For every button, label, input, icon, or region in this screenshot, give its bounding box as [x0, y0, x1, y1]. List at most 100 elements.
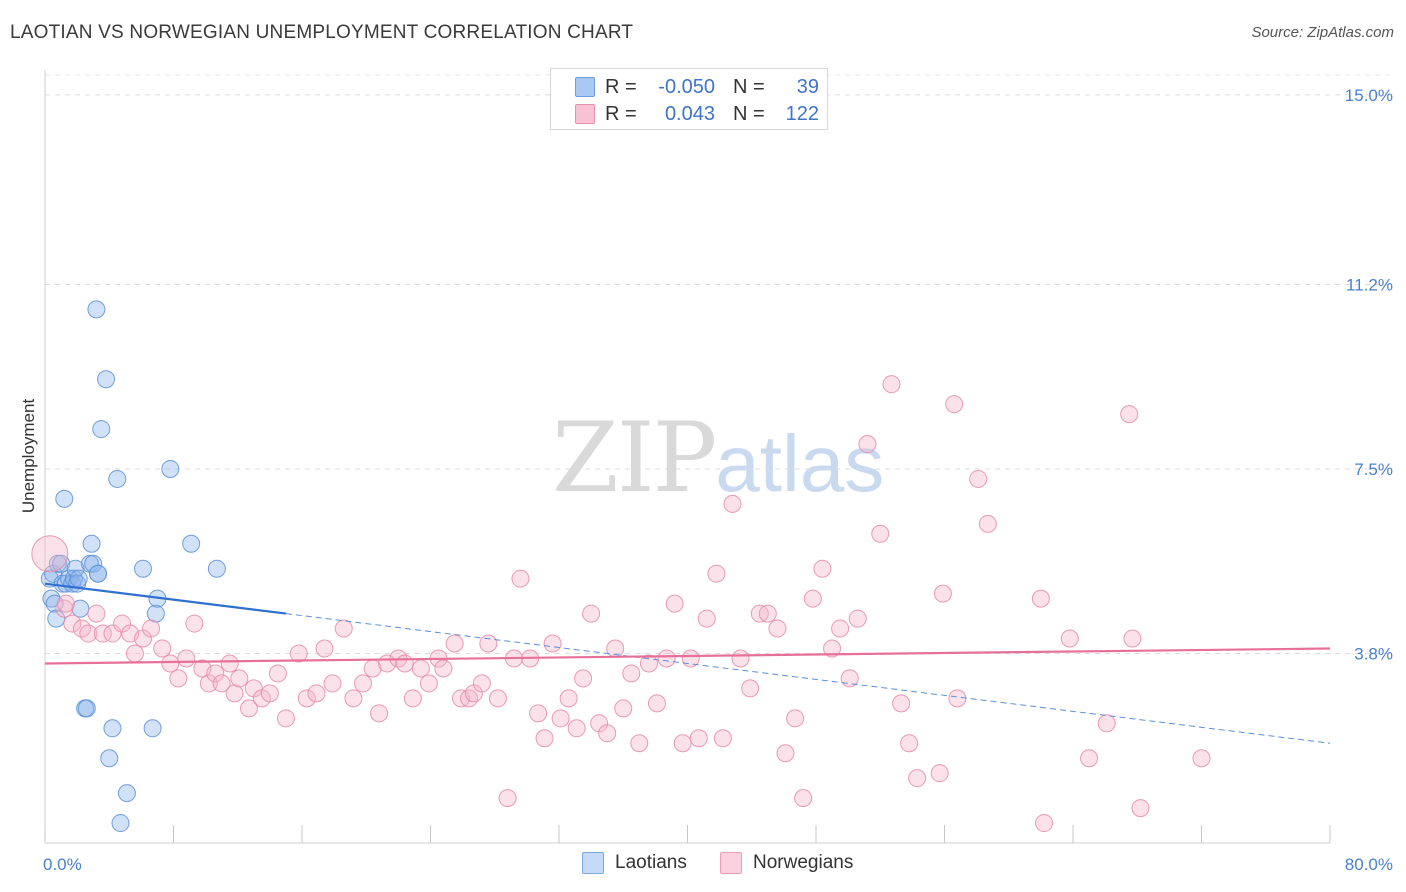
legend-row-laotians: R = -0.050 N = 39 [575, 75, 819, 99]
legend-label-norwegians: Norwegians [753, 852, 854, 873]
point-norwegians [1123, 629, 1142, 648]
point-norwegians [297, 689, 316, 708]
point-norwegians [177, 649, 196, 668]
axis-labels: 3.8% 7.5% 11.2% 15.0% 0.0% 80.0% Unemployment [19, 86, 1393, 874]
point-norwegians [823, 639, 842, 658]
point-laotians [66, 559, 85, 578]
y-tick-label: 11.2% [1346, 275, 1393, 294]
point-norwegians [434, 659, 453, 678]
point-norwegians [673, 734, 692, 753]
series-legend: Laotians Norwegians [0, 852, 1406, 878]
point-laotians [87, 300, 106, 319]
point-laotians [77, 699, 96, 718]
point-norwegians [803, 589, 822, 608]
legend-swatch-norwegians [720, 852, 742, 874]
point-laotians [92, 420, 111, 439]
point-laotians [82, 534, 101, 553]
legend-swatch-laotians [575, 77, 595, 97]
point-norwegians [786, 709, 805, 728]
point-norwegians [307, 684, 326, 703]
trend-line-laotians [44, 582, 287, 615]
chart-title: LAOTIAN VS NORWEGIAN UNEMPLOYMENT CORREL… [10, 22, 634, 43]
point-laotians [161, 459, 180, 478]
point-norwegians [370, 704, 389, 723]
point-laotians [108, 469, 127, 488]
point-laotians [89, 564, 108, 583]
point-norwegians [460, 689, 479, 708]
point-laotians [182, 534, 201, 553]
data-points [31, 300, 1211, 833]
point-norwegians [535, 729, 554, 748]
point-norwegians [707, 564, 726, 583]
point-norwegians [260, 684, 279, 703]
point-norwegians [239, 699, 258, 718]
point-norwegians [289, 644, 308, 663]
legend-n-label: N = [733, 75, 765, 98]
legend-n-value: 39 [796, 75, 819, 98]
point-norwegians [776, 744, 795, 763]
point-laotians [111, 814, 130, 833]
legend-n-value: 122 [785, 102, 819, 125]
point-laotians [133, 559, 152, 578]
point-norwegians [882, 375, 901, 394]
point-norwegians [472, 674, 491, 693]
point-norwegians [93, 624, 112, 643]
point-norwegians [794, 789, 813, 808]
point-norwegians [403, 689, 422, 708]
point-norwegians [161, 654, 180, 673]
point-norwegians [185, 614, 204, 633]
point-norwegians [511, 569, 530, 588]
watermark: ZIPatlas [552, 402, 884, 514]
point-norwegians [551, 709, 570, 728]
point-norwegians [79, 624, 98, 643]
legend-swatch-laotians [582, 852, 604, 874]
point-norwegians [848, 609, 867, 628]
point-norwegians [63, 614, 82, 633]
point-norwegians [723, 494, 742, 513]
point-norwegians [969, 469, 988, 488]
point-norwegians [142, 619, 161, 638]
y-tick-label: 3.8% [1354, 644, 1393, 663]
point-laotians [143, 719, 162, 738]
point-norwegians [87, 604, 106, 623]
point-norwegians [395, 654, 414, 673]
point-norwegians [1035, 814, 1054, 833]
legend-row-norwegians: R = 0.043 N = 122 [575, 102, 819, 126]
point-norwegians [933, 584, 952, 603]
point-norwegians [900, 734, 919, 753]
point-norwegians [622, 664, 641, 683]
point-norwegians [930, 764, 949, 783]
point-norwegians [212, 674, 231, 693]
point-norwegians [978, 514, 997, 533]
point-norwegians [1097, 714, 1116, 733]
point-laotians [207, 559, 226, 578]
point-laotians [42, 589, 61, 608]
x-tick-label-max: 80.0% [1345, 855, 1393, 874]
point-norwegians [948, 689, 967, 708]
point-norwegians [344, 689, 363, 708]
point-norwegians [871, 524, 890, 543]
y-tick-label: 15.0% [1345, 86, 1393, 105]
point-norwegians [543, 634, 562, 653]
point-norwegians [1060, 629, 1079, 648]
legend-item-laotians[interactable]: Laotians [582, 852, 687, 874]
point-norwegians [199, 674, 218, 693]
point-norwegians [713, 729, 732, 748]
point-norwegians [731, 649, 750, 668]
point-laotians [97, 370, 116, 389]
point-norwegians [225, 684, 244, 703]
point-norwegians [1192, 749, 1211, 768]
point-norwegians [630, 734, 649, 753]
point-norwegians [125, 644, 144, 663]
legend-label-laotians: Laotians [615, 852, 687, 873]
legend-item-norwegians[interactable]: Norwegians [720, 852, 853, 874]
legend-r-label: R = [605, 75, 637, 98]
point-norwegians [1120, 405, 1139, 424]
point-norwegians [56, 594, 75, 613]
point-norwegians [598, 724, 617, 743]
point-norwegians [31, 535, 69, 573]
point-laotians [117, 784, 136, 803]
trend-lines [44, 582, 1331, 744]
trend-line-laotians-extrapolated [285, 613, 1331, 744]
